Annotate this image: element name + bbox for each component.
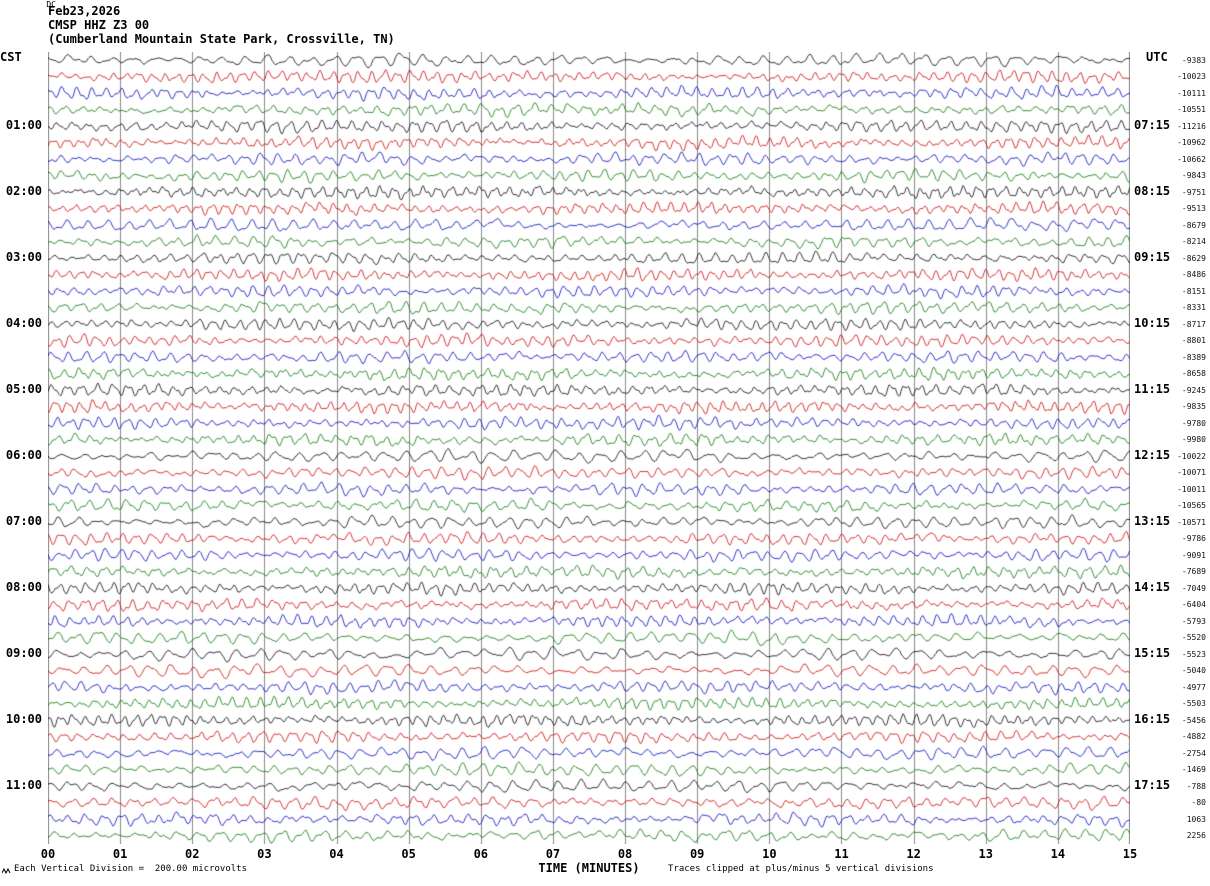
trace-dc-offset-value: -8389 xyxy=(1181,352,1206,362)
x-axis-tick-label: 15 xyxy=(1122,847,1138,861)
right-axis-title-utc: UTC xyxy=(1146,50,1168,64)
trace-dc-offset-value: -2754 xyxy=(1181,748,1206,758)
trace-dc-offset-value: -8151 xyxy=(1181,286,1206,296)
trace-dc-offset-value: -5503 xyxy=(1181,699,1206,709)
trace-utc-hour-label: 08:15 xyxy=(1134,184,1171,198)
header-station: CMSP HHZ Z3 00 xyxy=(48,18,150,32)
header-date: Feb23,2026 xyxy=(48,4,121,18)
trace-dc-offset-value: -8801 xyxy=(1181,336,1206,346)
trace-cst-hour-label: 04:00 xyxy=(5,316,42,330)
trace-utc-hour-label: 17:15 xyxy=(1134,778,1171,792)
trace-cst-hour-label: 11:00 xyxy=(5,778,42,792)
x-axis-tick-label: 13 xyxy=(978,847,993,861)
trace-dc-offset-value: -1469 xyxy=(1181,765,1206,775)
trace-dc-offset-value: -10111 xyxy=(1177,88,1206,98)
trace-dc-offset-value: -10571 xyxy=(1177,517,1206,527)
trace-dc-offset-value: -4977 xyxy=(1181,682,1206,692)
trace-dc-offset-value: -5523 xyxy=(1181,649,1206,659)
trace-dc-offset-value: -9091 xyxy=(1181,550,1206,560)
vertical-division-note: Each Vertical Division = 200.00 microvol… xyxy=(14,864,247,874)
trace-utc-hour-label: 11:15 xyxy=(1134,382,1171,396)
trace-dc-offset-value: -5040 xyxy=(1181,666,1206,676)
trace-dc-offset-value: -10962 xyxy=(1177,138,1206,148)
trace-dc-offset-value: 1063 xyxy=(1186,814,1206,824)
x-axis-tick-label: 06 xyxy=(473,847,489,861)
trace-utc-hour-label: 07:15 xyxy=(1134,118,1171,132)
trace-dc-offset-value: -9980 xyxy=(1181,435,1206,445)
x-axis-tick-label: 02 xyxy=(185,847,200,861)
trace-dc-offset-value: -11216 xyxy=(1177,121,1206,131)
trace-cst-hour-label: 09:00 xyxy=(5,646,42,660)
x-axis-tick-label: 05 xyxy=(401,847,416,861)
trace-dc-offset-value: -10565 xyxy=(1177,501,1206,511)
trace-cst-hour-label: 01:00 xyxy=(5,118,42,132)
trace-utc-hour-label: 14:15 xyxy=(1134,580,1171,594)
trace-cst-hour-label: 08:00 xyxy=(5,580,42,594)
trace-dc-offset-value: -8331 xyxy=(1181,303,1206,313)
trace-cst-hour-label: 10:00 xyxy=(5,712,42,726)
trace-dc-offset-value: -9835 xyxy=(1181,402,1206,412)
trace-dc-offset-value: -8214 xyxy=(1181,237,1206,247)
trace-dc-offset-value: -9786 xyxy=(1181,534,1206,544)
trace-dc-offset-value: -10022 xyxy=(1177,451,1206,461)
trace-dc-offset-value: -8658 xyxy=(1181,369,1206,379)
trace-dc-offset-value: -10551 xyxy=(1177,105,1206,115)
trace-dc-offset-value: -8629 xyxy=(1181,253,1206,263)
trace-dc-offset-value: 2256 xyxy=(1186,831,1206,841)
x-axis-tick-label: 11 xyxy=(834,847,849,861)
x-axis-label: TIME (MINUTES) xyxy=(538,861,640,875)
trace-utc-hour-label: 10:15 xyxy=(1134,316,1171,330)
left-axis-title-cst: CST xyxy=(0,50,22,64)
trace-cst-hour-label: 06:00 xyxy=(5,448,42,462)
dc-column-label: DC xyxy=(46,0,56,9)
trace-utc-hour-label: 15:15 xyxy=(1134,646,1171,660)
trace-dc-offset-value: -7049 xyxy=(1181,583,1206,593)
amplitude-scale-icon xyxy=(2,867,11,875)
trace-dc-offset-value: -788 xyxy=(1186,781,1206,791)
trace-dc-offset-value: -10023 xyxy=(1177,72,1206,82)
trace-dc-offset-value: -80 xyxy=(1191,798,1206,808)
trace-dc-offset-value: -9843 xyxy=(1181,171,1206,181)
trace-utc-hour-label: 16:15 xyxy=(1134,712,1171,726)
trace-cst-hour-label: 03:00 xyxy=(5,250,42,264)
trace-cst-hour-label: 07:00 xyxy=(5,514,42,528)
x-axis-tick-label: 14 xyxy=(1050,847,1066,861)
trace-dc-offset-value: -9245 xyxy=(1181,385,1206,395)
trace-dc-offset-value: -4882 xyxy=(1181,732,1206,742)
clip-note: Traces clipped at plus/minus 5 vertical … xyxy=(668,864,934,874)
trace-dc-offset-value: -9383 xyxy=(1181,55,1206,65)
trace-dc-offset-value: -7689 xyxy=(1181,567,1206,577)
trace-dc-offset-value: -5520 xyxy=(1181,633,1206,643)
trace-cst-hour-label: 02:00 xyxy=(5,184,42,198)
x-axis-tick-label: 09 xyxy=(689,847,705,861)
trace-utc-hour-label: 13:15 xyxy=(1134,514,1171,528)
x-axis-tick-label: 01 xyxy=(112,847,128,861)
trace-dc-offset-value: -9513 xyxy=(1181,204,1206,214)
x-axis-tick-label: 10 xyxy=(762,847,777,861)
x-axis-tick-label: 12 xyxy=(906,847,921,861)
trace-cst-hour-label: 05:00 xyxy=(5,382,42,396)
trace-dc-offset-value: -9751 xyxy=(1181,187,1206,197)
x-axis-tick-label: 00 xyxy=(40,847,56,861)
x-axis-tick-label: 03 xyxy=(257,847,272,861)
seismogram-canvas xyxy=(48,52,1130,844)
trace-dc-offset-value: -10011 xyxy=(1177,484,1206,494)
trace-utc-hour-label: 12:15 xyxy=(1134,448,1171,462)
trace-dc-offset-value: -10071 xyxy=(1177,468,1206,478)
trace-dc-offset-value: -10662 xyxy=(1177,154,1206,164)
x-axis-tick-label: 08 xyxy=(617,847,633,861)
x-axis-tick-label: 04 xyxy=(329,847,344,861)
trace-utc-hour-label: 09:15 xyxy=(1134,250,1171,264)
trace-dc-offset-value: -5793 xyxy=(1181,616,1206,626)
trace-dc-offset-value: -8679 xyxy=(1181,220,1206,230)
trace-dc-offset-value: -8717 xyxy=(1181,319,1206,329)
header-location: (Cumberland Mountain State Park, Crossvi… xyxy=(48,32,395,46)
trace-dc-offset-value: -9780 xyxy=(1181,418,1206,428)
trace-dc-offset-value: -8486 xyxy=(1181,270,1206,280)
x-axis-tick-label: 07 xyxy=(545,847,561,861)
trace-dc-offset-value: -6404 xyxy=(1181,600,1206,610)
trace-dc-offset-value: -5456 xyxy=(1181,715,1206,725)
